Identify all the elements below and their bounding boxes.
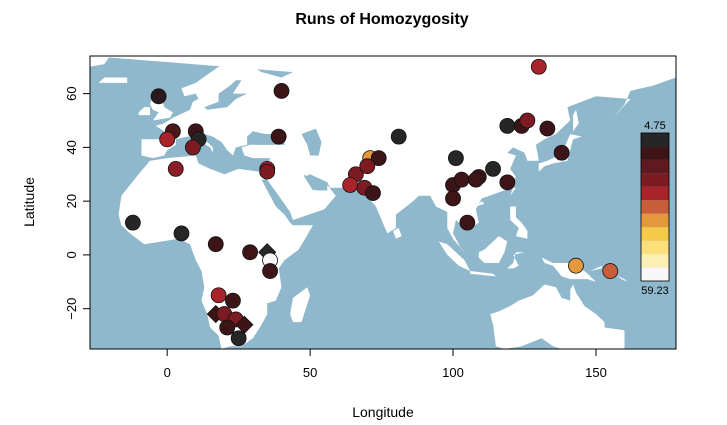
land-philippines bbox=[510, 206, 528, 239]
data-point bbox=[262, 263, 278, 279]
sea-baltic bbox=[204, 80, 248, 110]
data-point bbox=[602, 263, 619, 279]
legend-max-label: 4.75 bbox=[644, 120, 665, 132]
data-point bbox=[499, 117, 516, 134]
y-tick-label: 40 bbox=[64, 140, 79, 154]
land-sri-lanka bbox=[393, 228, 402, 239]
x-tick-label: 150 bbox=[585, 365, 607, 380]
land-java bbox=[470, 271, 496, 277]
y-axis-label: Latitude bbox=[21, 177, 37, 227]
data-point bbox=[270, 128, 287, 145]
x-tick-label: 100 bbox=[442, 365, 464, 380]
data-point bbox=[370, 150, 387, 167]
data-point bbox=[459, 214, 476, 231]
data-point bbox=[530, 58, 547, 75]
land-borneo bbox=[478, 236, 508, 263]
y-axis: −20 0 20 40 60 bbox=[64, 86, 91, 320]
legend-frame bbox=[640, 132, 670, 282]
land-australia bbox=[490, 284, 625, 349]
data-point bbox=[242, 244, 258, 261]
legend-swatch bbox=[641, 133, 669, 147]
sea-caspian bbox=[301, 128, 322, 156]
land-new-guinea bbox=[541, 257, 596, 282]
chart-title: Runs of Homozygosity bbox=[295, 11, 468, 28]
data-point bbox=[210, 287, 227, 304]
land-greenland-tip bbox=[90, 56, 110, 67]
data-point bbox=[390, 128, 407, 145]
data-point bbox=[159, 131, 176, 148]
legend-min-label: 59.23 bbox=[641, 285, 669, 297]
map-area bbox=[90, 56, 676, 349]
data-point bbox=[150, 88, 167, 105]
data-point bbox=[225, 292, 241, 309]
data-point bbox=[185, 139, 201, 156]
data-point bbox=[553, 144, 570, 161]
x-axis-label: Longitude bbox=[352, 404, 414, 420]
legend-swatches bbox=[640, 132, 670, 282]
sea-persian-gulf bbox=[304, 174, 328, 191]
y-tick-label: −20 bbox=[64, 298, 79, 320]
legend-swatch bbox=[641, 227, 669, 241]
color-legend: 4.75 59.23 bbox=[640, 120, 670, 297]
legend-swatch bbox=[641, 159, 669, 174]
land-sumatra bbox=[438, 241, 471, 271]
land-japan bbox=[538, 134, 582, 172]
land-sulawesi bbox=[507, 252, 525, 269]
data-point bbox=[539, 120, 556, 137]
data-point bbox=[453, 171, 470, 188]
land-eurasia-africa bbox=[90, 56, 676, 349]
x-tick-label: 0 bbox=[164, 365, 171, 380]
data-point bbox=[230, 330, 247, 347]
data-point bbox=[365, 185, 381, 201]
y-tick-label: 60 bbox=[64, 86, 79, 100]
data-point bbox=[124, 214, 141, 231]
land-solomons bbox=[610, 271, 628, 282]
data-point bbox=[342, 177, 359, 193]
data-point bbox=[499, 174, 516, 191]
data-point bbox=[568, 257, 584, 274]
sea-red bbox=[261, 179, 291, 220]
land-sakhalin bbox=[573, 109, 579, 132]
data-point bbox=[519, 112, 536, 129]
land-madagascar bbox=[290, 287, 311, 323]
data-point bbox=[447, 150, 464, 167]
data-point bbox=[445, 190, 461, 207]
legend-swatch bbox=[641, 213, 669, 228]
data-point bbox=[207, 236, 224, 253]
x-tick-label: 50 bbox=[303, 365, 317, 380]
y-tick-label: 20 bbox=[64, 194, 79, 208]
legend-swatch bbox=[641, 186, 669, 201]
x-axis: 0 50 100 150 bbox=[164, 348, 607, 380]
data-point bbox=[219, 319, 236, 336]
y-tick-label: 0 bbox=[64, 251, 79, 258]
land-hainan bbox=[475, 201, 485, 207]
data-point bbox=[173, 225, 190, 242]
legend-swatch bbox=[641, 173, 669, 187]
data-points bbox=[124, 58, 619, 347]
land-taiwan bbox=[510, 187, 516, 196]
legend-swatch bbox=[641, 254, 669, 268]
legend-swatch bbox=[641, 200, 669, 214]
data-point bbox=[259, 163, 276, 180]
legend-swatch bbox=[641, 267, 669, 281]
data-point bbox=[273, 83, 290, 99]
land-iceland bbox=[98, 77, 128, 83]
land-ireland bbox=[138, 107, 150, 116]
data-point bbox=[167, 160, 184, 177]
data-point bbox=[359, 158, 376, 175]
legend-swatch bbox=[641, 240, 669, 255]
data-point bbox=[485, 160, 501, 177]
land-new-britain bbox=[590, 265, 602, 271]
legend-swatch bbox=[641, 146, 669, 160]
data-point bbox=[468, 171, 484, 188]
